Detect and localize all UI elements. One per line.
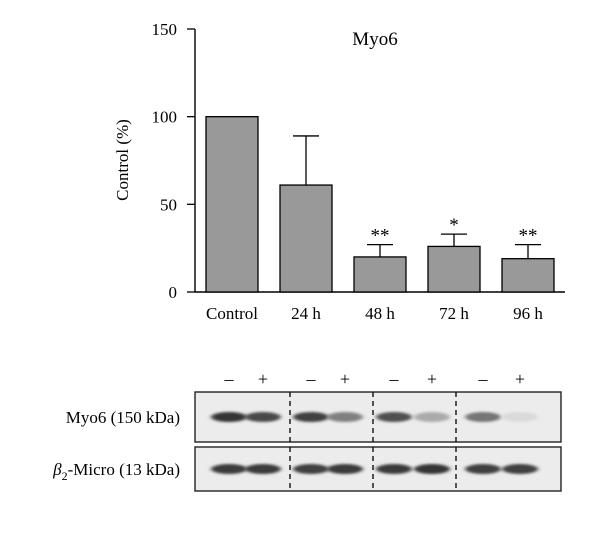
lane-sign: + <box>258 369 268 389</box>
blot-band <box>502 464 538 474</box>
blot-label-prefix: Myo6 (150 kDa) <box>66 408 180 427</box>
bar <box>279 184 333 293</box>
blot-row: Myo6 (150 kDa) <box>66 391 562 443</box>
blot-row: β2-Micro (13 kDa) <box>52 446 562 492</box>
blot-band <box>211 412 247 422</box>
blot-band <box>465 412 501 422</box>
blot-band <box>376 412 412 422</box>
y-tick-label: 0 <box>169 283 178 302</box>
western-blot: – + – + – + – + Myo6 (150 kDa) β2-Micro (13 kDa) <box>52 369 562 492</box>
blot-band <box>245 412 281 422</box>
bar <box>353 256 407 293</box>
y-tick-label: 150 <box>152 20 178 39</box>
lane-sign: + <box>515 369 525 389</box>
lane-signs: – + – + – + – + <box>224 369 526 389</box>
x-tick-label: 24 h <box>291 304 321 323</box>
y-axis-label: Control (%) <box>113 119 132 201</box>
blot-row-label: Myo6 (150 kDa) <box>66 408 180 427</box>
blot-band <box>211 464 247 474</box>
significance-label: * <box>449 215 459 236</box>
bars <box>205 116 555 293</box>
lane-sign: – <box>478 369 489 389</box>
blot-band <box>293 464 329 474</box>
bar <box>501 258 555 293</box>
y-ticks: 0 50 100 150 <box>152 20 195 302</box>
blot-band <box>376 464 412 474</box>
blot-band <box>327 412 363 422</box>
blot-band <box>414 412 450 422</box>
lane-sign: – <box>389 369 400 389</box>
blot-band <box>502 412 538 422</box>
x-tick-label: 72 h <box>439 304 469 323</box>
blot-band <box>293 412 329 422</box>
y-tick-label: 100 <box>152 108 178 127</box>
lane-sign: + <box>427 369 437 389</box>
error-bars <box>293 135 541 259</box>
blot-band <box>465 464 501 474</box>
blot-band <box>327 464 363 474</box>
x-tick-labels: Control 24 h 48 h 72 h 96 h <box>206 304 543 323</box>
lane-sign: – <box>306 369 317 389</box>
significance-marks: ***** <box>371 215 538 247</box>
bar <box>427 245 481 293</box>
bar <box>205 116 259 293</box>
blot-band <box>414 464 450 474</box>
x-tick-label: Control <box>206 304 258 323</box>
significance-label: ** <box>371 226 390 247</box>
blot-label-subscript: 2 <box>62 469 68 483</box>
chart-title: Myo6 <box>352 29 397 50</box>
blot-row-label: β2-Micro (13 kDa) <box>52 460 180 483</box>
lane-sign: + <box>340 369 350 389</box>
lane-sign: – <box>224 369 235 389</box>
blot-label-prefix: β <box>52 460 62 479</box>
blot-rows: Myo6 (150 kDa) β2-Micro (13 kDa) <box>52 391 562 492</box>
blot-label-suffix: -Micro (13 kDa) <box>68 460 180 479</box>
significance-label: ** <box>519 226 538 247</box>
blot-band <box>245 464 281 474</box>
x-tick-label: 96 h <box>513 304 543 323</box>
y-tick-label: 50 <box>160 195 177 214</box>
x-tick-label: 48 h <box>365 304 395 323</box>
